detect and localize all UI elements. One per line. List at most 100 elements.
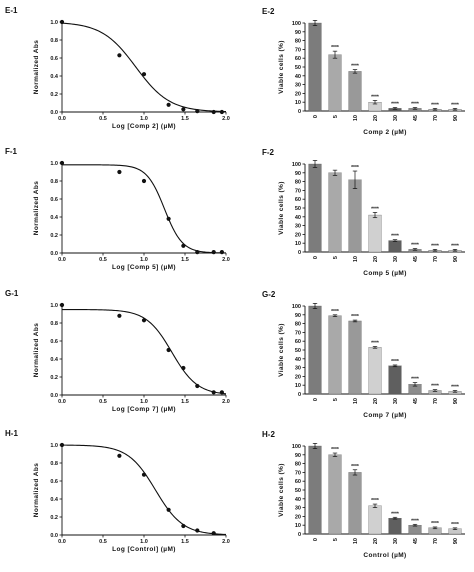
y-tick-label: 70 xyxy=(295,330,301,336)
y-tick-label: 0.4 xyxy=(50,215,59,221)
significance-label: **** xyxy=(391,511,399,517)
y-tick-label: 40 xyxy=(295,74,301,80)
x-tick-label: 5 xyxy=(333,256,339,259)
y-tick-label: 1.0 xyxy=(50,303,58,309)
x-tick-label: 70 xyxy=(433,115,439,121)
y-tick-label: 80 xyxy=(295,180,301,186)
y-tick-label: 10 xyxy=(295,383,301,389)
data-point xyxy=(141,472,147,477)
data-point xyxy=(211,390,216,395)
y-tick-label: 0.0 xyxy=(50,251,58,257)
x-tick-label: 30 xyxy=(393,115,399,121)
data-point xyxy=(59,160,65,166)
significance-label: **** xyxy=(411,518,419,524)
x-tick-label: 0 xyxy=(313,398,319,401)
y-tick-label: 90 xyxy=(295,30,301,36)
data-point xyxy=(166,347,171,353)
y-tick-label: 60 xyxy=(295,197,301,203)
y-tick-label: 90 xyxy=(295,453,301,459)
y-tick-label: 0.2 xyxy=(50,375,58,381)
significance-label: **** xyxy=(371,94,379,100)
y-tick-label: 50 xyxy=(295,488,301,494)
bar xyxy=(368,347,382,395)
x-tick-label: 20 xyxy=(373,256,379,262)
x-tick-label: 1.5 xyxy=(181,116,189,122)
x-tick-label: 70 xyxy=(433,256,439,262)
y-axis-label: Normalized Abs xyxy=(33,181,40,235)
significance-label: **** xyxy=(431,102,439,108)
bar xyxy=(388,518,402,535)
data-point xyxy=(195,250,200,255)
y-tick-label: 0.0 xyxy=(50,393,58,399)
data-point xyxy=(141,72,147,77)
x-tick-label: 5 xyxy=(333,115,339,118)
significance-label: **** xyxy=(371,498,379,504)
bar xyxy=(348,320,362,395)
significance-label: **** xyxy=(451,384,459,390)
significance-label: **** xyxy=(391,101,399,107)
x-tick-label: 1.0 xyxy=(140,116,148,122)
fit-curve xyxy=(61,444,227,536)
x-tick-label: 20 xyxy=(373,538,379,544)
significance-label: **** xyxy=(451,522,459,528)
y-tick-label: 100 xyxy=(292,304,301,310)
y-tick-label: 40 xyxy=(295,215,301,221)
significance-label: **** xyxy=(431,521,439,527)
x-axis-label: Comp 7 (µM) xyxy=(363,412,407,419)
data-point xyxy=(195,109,200,114)
panel-g-1: G-1 0.0 0.2 0.4 0.6 0.8 1.0 Normalized Abs Log [… xyxy=(5,289,230,413)
y-tick-label: 60 xyxy=(295,479,301,485)
x-tick-label: 1.5 xyxy=(181,399,189,405)
x-tick-label: 1.5 xyxy=(181,539,189,545)
y-tick-label: 0.2 xyxy=(50,233,58,239)
x-tick-label: 70 xyxy=(433,398,439,404)
y-tick-label: 0.4 xyxy=(50,74,59,80)
x-tick-label: 20 xyxy=(373,398,379,404)
bar xyxy=(348,179,362,253)
panel-h-1: H-1 0.0 0.2 0.4 0.6 0.8 1.0 Normalized Abs Log [… xyxy=(5,429,230,553)
y-axis-label: Viable cells (%) xyxy=(278,463,285,517)
data-point xyxy=(211,531,216,536)
x-tick-label: 5 xyxy=(333,398,339,401)
data-point xyxy=(219,390,224,395)
panel-e-1: E-1 0.0 0.2 0.4 0.6 0.8 1.0 Normalized Abs Log [… xyxy=(5,6,230,130)
y-tick-label: 30 xyxy=(295,83,301,89)
bar xyxy=(408,525,422,535)
x-axis-label: Log [Comp 2] (µM) xyxy=(112,123,176,130)
data-point xyxy=(195,528,200,533)
x-tick-label: 1.0 xyxy=(140,257,148,263)
y-axis-label: Viable cells (%) xyxy=(278,181,285,235)
significance-label: **** xyxy=(371,206,379,212)
significance-label: **** xyxy=(411,377,419,383)
data-point xyxy=(59,302,65,308)
x-tick-label: 90 xyxy=(453,256,459,262)
bar xyxy=(328,172,342,253)
significance-label: **** xyxy=(391,359,399,365)
data-point xyxy=(117,169,122,175)
y-axis-label: Normalized Abs xyxy=(33,463,40,517)
y-tick-label: 100 xyxy=(292,162,301,168)
x-tick-label: 1.0 xyxy=(140,399,148,405)
y-tick-label: 10 xyxy=(295,523,301,529)
y-tick-label: 0.2 xyxy=(50,92,58,98)
y-tick-label: 80 xyxy=(295,39,301,45)
data-point xyxy=(59,442,65,448)
y-tick-label: 0.4 xyxy=(50,357,59,363)
significance-label: **** xyxy=(331,45,339,51)
y-tick-label: 0 xyxy=(298,250,301,256)
bar xyxy=(308,163,322,253)
data-point xyxy=(211,250,216,255)
bar xyxy=(368,214,382,253)
y-tick-label: 0.0 xyxy=(50,110,58,116)
y-tick-label: 0.2 xyxy=(50,515,58,521)
y-axis-label: Normalized Abs xyxy=(33,323,40,377)
x-tick-label: 2.0 xyxy=(222,116,230,122)
x-tick-label: 10 xyxy=(353,256,359,262)
x-tick-label: 0.5 xyxy=(99,116,107,122)
y-tick-label: 0.6 xyxy=(50,56,58,62)
y-tick-label: 0 xyxy=(298,392,301,398)
y-tick-label: 0.8 xyxy=(50,461,58,467)
x-tick-label: 10 xyxy=(353,115,359,121)
